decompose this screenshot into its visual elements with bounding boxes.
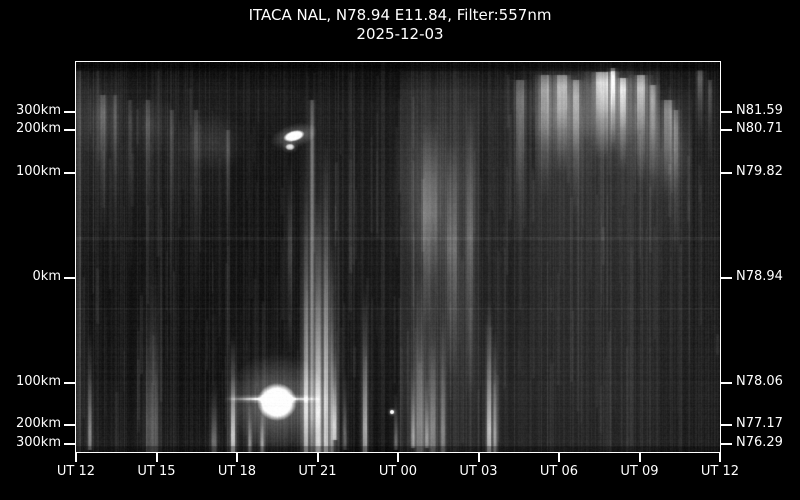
y-tick-left [64, 129, 75, 131]
y-axis-right-label: N78.94 [736, 269, 783, 284]
chart-title: ITACA NAL, N78.94 E11.84, Filter:557nm 2… [0, 6, 800, 44]
y-axis-left-label: 200km [15, 121, 61, 136]
x-tick [316, 453, 319, 462]
y-axis-left-label: 200km [15, 416, 61, 431]
x-axis-label: UT 03 [459, 464, 498, 479]
y-tick-left [64, 424, 75, 426]
x-axis-label: UT 12 [700, 464, 740, 479]
chart-title-text: ITACA NAL, N78.94 E11.84, Filter:557nm [248, 6, 552, 24]
y-tick-left [64, 111, 75, 113]
x-tick [397, 453, 399, 462]
x-axis-label: UT 00 [378, 464, 418, 479]
x-tick [75, 453, 77, 462]
y-axis-left-label: 0km [32, 269, 61, 284]
x-tick [558, 453, 560, 462]
y-tick-left [64, 382, 75, 384]
x-tick [236, 453, 238, 462]
y-axis-right-label: N81.59 [736, 103, 783, 118]
x-tick [719, 453, 721, 462]
y-axis-left-label: 300km [15, 103, 61, 118]
chart-date: 2025-12-03 [356, 25, 444, 43]
x-axis-label: UT 09 [620, 464, 659, 479]
y-axis-right-label: N77.17 [736, 416, 783, 431]
x-tick [477, 453, 480, 462]
y-axis-left-label: 300km [15, 435, 61, 450]
y-tick-right [721, 382, 732, 384]
keogram-plot [75, 61, 721, 453]
x-axis-label: UT 21 [298, 464, 337, 479]
y-axis-right-label: N79.82 [736, 164, 783, 179]
y-tick-right [721, 129, 732, 131]
y-axis-right-label: N80.71 [736, 121, 783, 136]
x-axis-label: UT 15 [137, 464, 176, 479]
y-tick-right [721, 443, 732, 445]
x-tick [155, 453, 158, 462]
y-tick-left [64, 277, 75, 279]
y-tick-right [721, 424, 732, 426]
y-tick-right [721, 111, 732, 113]
y-tick-left [64, 443, 75, 445]
y-axis-right-label: N78.06 [736, 374, 783, 389]
x-tick [638, 453, 641, 462]
x-axis-label: UT 06 [539, 464, 579, 479]
y-axis-right-label: N76.29 [736, 435, 783, 450]
x-axis-label: UT 18 [217, 464, 257, 479]
y-tick-right [721, 277, 732, 279]
keogram-image [76, 62, 720, 452]
y-tick-right [721, 172, 732, 174]
y-tick-left [64, 172, 75, 174]
y-axis-left-label: 100km [15, 374, 61, 389]
x-axis-label: UT 12 [56, 464, 96, 479]
y-axis-left-label: 100km [15, 164, 61, 179]
